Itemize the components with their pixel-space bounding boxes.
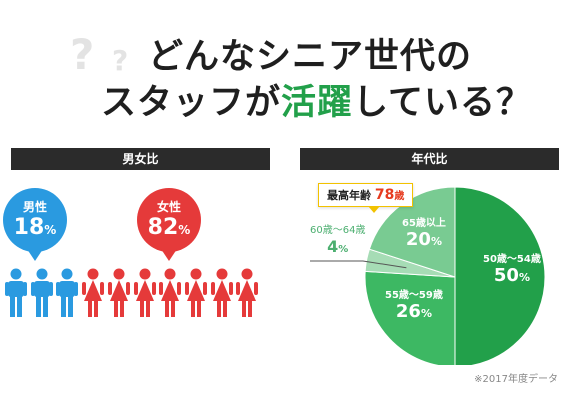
pie-label-55-59-percent: 26% bbox=[385, 301, 443, 325]
question-mark-small: ? bbox=[112, 44, 129, 77]
pie-label-55-59-name: 55歳～59歳 bbox=[385, 290, 443, 301]
pie-label-60-64-name: 60歳～64歳 bbox=[310, 225, 366, 236]
max-age-callout: 最高年齢 78歳 bbox=[318, 183, 414, 207]
gender-section-header: 男女比 bbox=[11, 148, 270, 170]
pie-label-65-plus-name: 65歳以上 bbox=[402, 218, 446, 229]
female-percent: 82% bbox=[137, 215, 201, 243]
title-line-2-start: スタッフが bbox=[101, 83, 282, 123]
pie-value-55-59: 26 bbox=[395, 301, 421, 322]
pie-label-60-64: 60歳～64歳 4% bbox=[310, 221, 365, 261]
pie-unit-55-59: % bbox=[420, 307, 432, 320]
pie-unit-65-plus: % bbox=[430, 235, 442, 248]
male-bubble-tail bbox=[27, 249, 43, 261]
female-person-icon bbox=[107, 268, 130, 318]
max-age-unit: 歳 bbox=[394, 191, 405, 202]
female-percent-value: 82 bbox=[147, 215, 179, 240]
pie-value-60-64: 4 bbox=[327, 237, 339, 256]
pie-value-50-54: 50 bbox=[493, 265, 519, 286]
title-area: ? ? どんなシニア世代の スタッフが活躍している？ bbox=[0, 0, 570, 128]
pie-label-60-64-percent: 4% bbox=[310, 236, 365, 261]
pie-unit-50-54: % bbox=[518, 271, 530, 284]
max-age-value: 78 bbox=[374, 187, 395, 203]
title-line-2: スタッフが活躍している？ bbox=[101, 74, 532, 125]
pie-label-50-54-percent: 50% bbox=[483, 265, 541, 289]
female-bubble-tail bbox=[161, 249, 177, 261]
male-ratio-bubble: 男性 18% bbox=[3, 188, 67, 252]
female-percent-unit: % bbox=[178, 223, 191, 237]
pie-label-50-54: 50歳～54歳 50% bbox=[483, 250, 541, 289]
max-age-label: 最高年齢 bbox=[327, 189, 371, 202]
female-person-icon bbox=[159, 268, 182, 318]
female-person-icon bbox=[82, 268, 105, 318]
female-person-icon bbox=[236, 268, 259, 318]
male-percent-value: 18 bbox=[13, 215, 45, 240]
male-person-icon bbox=[56, 268, 79, 318]
age-pie-chart bbox=[310, 186, 546, 365]
max-age-callout-tail bbox=[368, 206, 380, 213]
age-section-header: 年代比 bbox=[300, 148, 559, 170]
female-label: 女性 bbox=[156, 200, 181, 214]
male-person-icon bbox=[30, 268, 53, 318]
pie-label-50-54-name: 50歳～54歳 bbox=[483, 254, 541, 265]
female-person-icon bbox=[210, 268, 233, 318]
pie-label-65-plus: 65歳以上 20% bbox=[402, 214, 446, 253]
pie-unit-60-64: % bbox=[338, 244, 349, 255]
female-person-icon bbox=[133, 268, 156, 318]
title-highlight: 活躍 bbox=[281, 83, 354, 123]
male-percent-unit: % bbox=[44, 223, 57, 237]
female-ratio-bubble: 女性 82% bbox=[137, 188, 201, 252]
pie-leader-line-60-64 bbox=[310, 260, 407, 269]
male-percent: 18% bbox=[3, 215, 67, 243]
pie-slice-55-59 bbox=[364, 270, 456, 365]
pie-label-55-59: 55歳～59歳 26% bbox=[385, 286, 443, 325]
pie-value-65-plus: 20 bbox=[405, 229, 431, 250]
pie-slice-50-54 bbox=[454, 186, 546, 365]
question-mark-large: ? bbox=[70, 30, 95, 79]
data-year-note: ※2017年度データ bbox=[474, 374, 558, 385]
male-person-icon bbox=[5, 268, 27, 318]
male-label: 男性 bbox=[22, 200, 47, 214]
pie-label-65-plus-percent: 20% bbox=[402, 229, 446, 253]
title-line-1: どんなシニア世代の bbox=[148, 37, 473, 77]
title-line-2-end: している？ bbox=[353, 83, 532, 123]
female-person-icon bbox=[184, 268, 207, 318]
